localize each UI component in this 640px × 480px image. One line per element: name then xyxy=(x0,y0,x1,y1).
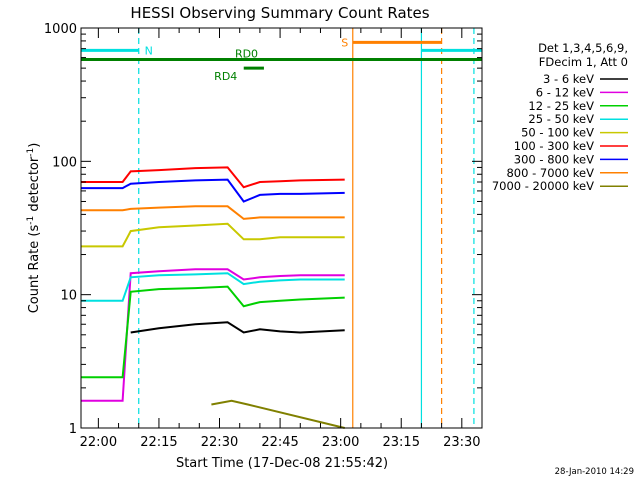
plot-area: N S RD0 RD4 xyxy=(81,28,482,429)
series-line-50-100-kev xyxy=(81,222,345,248)
legend-label-6-12-kev: 6 - 12 keV xyxy=(536,85,594,99)
timestamp: 28-Jan-2010 14:29 xyxy=(555,467,634,477)
series-line-6-12-kev xyxy=(81,268,345,402)
y-tick-label: 1 xyxy=(69,422,77,437)
series-line-3-6-kev xyxy=(130,321,345,334)
series-line-12-25-kev xyxy=(81,285,345,379)
legend-header-decim: FDecim 1, Att 0 xyxy=(539,55,628,69)
y-tick-label: 1000 xyxy=(44,22,77,37)
legend-label-50-100-kev: 50 - 100 keV xyxy=(521,126,594,140)
x-tick-label: 23:30 xyxy=(443,435,480,450)
y-axis-title: Count Rate (s-1 detector-1) xyxy=(26,143,42,314)
series-line-100-300-kev xyxy=(81,166,345,189)
series-line-300-800-kev xyxy=(81,178,345,203)
chart-title: HESSI Observing Summary Count Rates xyxy=(130,4,429,22)
y-tick-label: 100 xyxy=(52,155,77,170)
legend-label-300-800-kev: 300 - 800 keV xyxy=(514,152,594,166)
x-axis: 22:00 22:15 22:30 22:45 23:00 23:15 23:30 xyxy=(80,28,483,450)
legend-label-3-6-kev: 3 - 6 keV xyxy=(543,72,594,86)
x-tick-label: 23:00 xyxy=(322,435,359,450)
x-axis-title: Start Time (17-Dec-08 21:55:42) xyxy=(176,456,388,471)
legend-label-800-7000-kev: 800 - 7000 keV xyxy=(506,166,594,180)
flag-label-n: N xyxy=(145,44,153,57)
flag-label-rd0: RD0 xyxy=(235,48,258,61)
series-line-800-7000-kev xyxy=(81,205,345,220)
legend-label-7000-20000-kev: 7000 - 20000 keV xyxy=(492,179,594,193)
x-tick-label: 22:45 xyxy=(261,435,298,450)
legend: Det 1,3,4,5,6,9, FDecim 1, Att 0 3 - 6 k… xyxy=(492,41,628,193)
y-tick-label: 10 xyxy=(60,289,77,304)
series-line-7000-20000-kev xyxy=(211,399,345,429)
flag-label-s: S xyxy=(341,36,348,49)
x-tick-label: 23:15 xyxy=(383,435,420,450)
legend-label-25-50-kev: 25 - 50 keV xyxy=(528,112,594,126)
x-tick-label: 22:30 xyxy=(201,435,238,450)
legend-label-12-25-kev: 12 - 25 keV xyxy=(528,99,594,113)
legend-header-detectors: Det 1,3,4,5,6,9, xyxy=(538,41,628,55)
legend-label-100-300-kev: 100 - 300 keV xyxy=(514,139,594,153)
x-tick-label: 22:00 xyxy=(80,435,117,450)
flag-label-rd4: RD4 xyxy=(214,70,237,83)
y-axis: 1 10 100 1000 xyxy=(44,22,482,437)
series-line-25-50-kev xyxy=(81,272,345,302)
plot-frame xyxy=(80,27,483,429)
x-tick-label: 22:15 xyxy=(140,435,177,450)
